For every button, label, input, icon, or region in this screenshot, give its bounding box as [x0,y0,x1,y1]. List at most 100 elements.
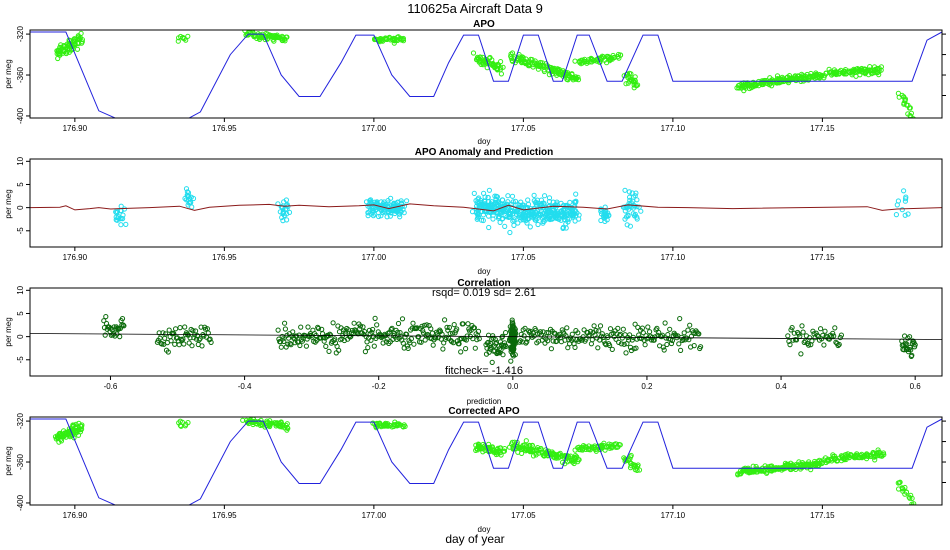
data-point [180,336,186,342]
panel-corrected-ylabel: per meg [4,446,13,475]
data-point [258,34,264,40]
data-point [384,423,390,429]
data-point [117,216,123,222]
data-point [599,53,605,59]
panel-apo: APO doy per meg [4,19,495,146]
data-point [560,225,566,231]
data-point [422,337,428,343]
data-point [113,210,120,216]
data-point [905,211,911,217]
data-point [190,328,196,334]
data-point [420,328,426,334]
data-point [636,467,643,473]
data-point [501,448,507,454]
data-point [123,221,129,227]
data-point [55,47,62,53]
data-point [573,198,579,204]
data-point [284,421,290,427]
panel-anomaly-frame [29,158,943,248]
data-point [74,46,81,52]
data-point [616,339,622,345]
data-point [79,422,85,428]
data-point [539,200,545,206]
panel-anomaly-plot: 176.90 176.95 177.00 177.05 177.10 177.15 10 5 0… [16,156,943,262]
data-point [544,330,550,336]
data-point [662,320,668,326]
scatter-cluster [735,457,829,478]
data-point [532,60,538,66]
data-point [597,323,604,329]
data-point [163,331,169,337]
data-point [262,36,268,43]
data-point [865,453,871,459]
data-point [537,329,544,335]
y-tick-label: -5 [16,356,25,364]
data-point [550,338,556,344]
data-point [487,54,493,61]
panel-correlation-ylabel: per meg [4,317,13,346]
data-point [368,197,374,203]
data-point [480,217,486,224]
data-point [535,221,541,228]
data-point [450,340,456,346]
data-point [607,342,613,348]
data-point [183,186,190,192]
data-point [575,77,582,83]
panel-corrected-plot: 176.90 176.95 177.00 177.05 177.10 177.15 -320… [16,413,946,520]
data-point [121,323,127,329]
data-point [576,457,582,463]
data-point [753,83,759,89]
data-point [447,330,453,337]
data-point [895,198,902,204]
data-point [833,71,839,78]
data-point [521,333,527,339]
data-point [634,467,640,473]
data-point [509,439,516,445]
data-point [793,337,800,343]
data-point [391,37,398,44]
data-point [909,503,915,505]
data-point [627,223,634,229]
data-point [902,484,908,491]
data-point [511,222,517,228]
data-point [118,222,124,228]
data-point [278,344,284,350]
prediction-line [30,203,942,212]
data-point [906,494,912,500]
data-point [647,329,653,335]
fit-line [30,333,942,340]
data-point [633,190,639,196]
data-point [444,324,450,330]
panel-anomaly-data-area [30,186,942,236]
data-point [530,453,537,459]
data-point [901,188,907,194]
data-point [117,334,123,340]
data-point [614,331,620,337]
data-point [288,342,294,348]
data-point [472,345,478,351]
data-point [400,340,406,346]
data-point [182,324,188,330]
data-point [661,347,667,353]
x-tick-label: -0.6 [104,382,118,391]
x-tick-label: 176.95 [212,253,237,262]
data-point [843,454,849,460]
data-point [193,328,199,334]
scatter-cluster [893,188,911,218]
data-point [181,36,187,42]
data-point [602,341,608,347]
scatter-cluster [516,316,704,356]
scatter-cluster [598,204,612,224]
data-point [525,197,531,203]
scatter-cluster [470,50,506,77]
data-point [199,343,205,349]
data-point [569,331,575,337]
data-point [696,331,702,337]
data-point [266,421,272,427]
data-point [500,197,506,203]
scatter-cluster [899,333,918,359]
scatter-cluster [275,315,482,356]
data-point [430,342,436,348]
data-point [282,38,288,44]
data-point [541,68,548,75]
